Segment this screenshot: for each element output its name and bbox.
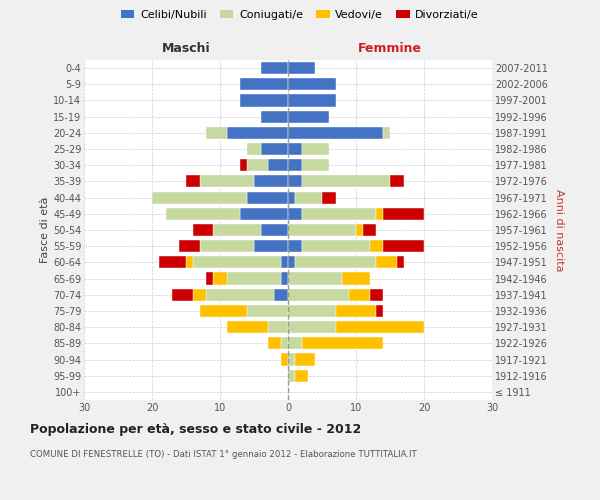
Bar xyxy=(383,208,424,220)
Bar xyxy=(288,288,349,301)
Bar xyxy=(227,272,281,284)
Bar xyxy=(241,78,288,90)
Bar xyxy=(376,208,383,220)
Bar xyxy=(241,208,288,220)
Bar xyxy=(383,127,390,139)
Bar xyxy=(295,370,308,382)
Bar xyxy=(376,305,383,317)
Bar xyxy=(288,159,302,172)
Bar xyxy=(288,78,335,90)
Bar xyxy=(241,159,247,172)
Bar xyxy=(288,321,335,333)
Bar xyxy=(288,370,295,382)
Bar xyxy=(213,224,261,236)
Bar xyxy=(343,272,370,284)
Bar xyxy=(213,272,227,284)
Bar xyxy=(370,288,383,301)
Bar xyxy=(288,110,329,122)
Bar xyxy=(302,338,383,349)
Bar xyxy=(193,288,206,301)
Bar xyxy=(227,321,268,333)
Bar xyxy=(200,176,254,188)
Bar xyxy=(302,143,329,155)
Bar xyxy=(254,240,288,252)
Bar xyxy=(349,288,370,301)
Bar xyxy=(288,354,295,366)
Bar xyxy=(152,192,247,203)
Bar xyxy=(335,305,376,317)
Bar xyxy=(241,94,288,106)
Bar xyxy=(206,288,274,301)
Bar xyxy=(254,176,288,188)
Text: Maschi: Maschi xyxy=(161,42,211,55)
Bar xyxy=(370,240,383,252)
Text: Femmine: Femmine xyxy=(358,42,422,55)
Bar xyxy=(288,127,383,139)
Bar xyxy=(356,224,363,236)
Bar xyxy=(274,288,288,301)
Bar xyxy=(281,338,288,349)
Bar xyxy=(172,288,193,301)
Bar xyxy=(288,338,302,349)
Bar xyxy=(295,256,376,268)
Bar xyxy=(247,159,268,172)
Bar xyxy=(302,208,376,220)
Bar xyxy=(322,192,335,203)
Bar xyxy=(295,192,322,203)
Bar xyxy=(268,338,281,349)
Bar xyxy=(200,240,254,252)
Bar xyxy=(193,224,213,236)
Bar xyxy=(288,256,295,268)
Bar xyxy=(288,62,315,74)
Text: Popolazione per età, sesso e stato civile - 2012: Popolazione per età, sesso e stato civil… xyxy=(30,422,361,436)
Bar xyxy=(261,110,288,122)
Bar xyxy=(302,176,390,188)
Bar xyxy=(383,240,424,252)
Y-axis label: Fasce di età: Fasce di età xyxy=(40,197,50,263)
Bar xyxy=(186,256,193,268)
Bar xyxy=(206,127,227,139)
Bar xyxy=(288,192,295,203)
Bar xyxy=(288,240,302,252)
Bar xyxy=(397,256,404,268)
Bar xyxy=(247,143,261,155)
Bar xyxy=(288,143,302,155)
Bar xyxy=(247,192,288,203)
Bar xyxy=(288,94,335,106)
Bar xyxy=(288,272,343,284)
Bar xyxy=(390,176,404,188)
Bar xyxy=(186,176,200,188)
Bar xyxy=(193,256,281,268)
Bar xyxy=(268,321,288,333)
Bar xyxy=(363,224,376,236)
Bar xyxy=(302,240,370,252)
Bar xyxy=(288,305,335,317)
Text: COMUNE DI FENESTRELLE (TO) - Dati ISTAT 1° gennaio 2012 - Elaborazione TUTTITALI: COMUNE DI FENESTRELLE (TO) - Dati ISTAT … xyxy=(30,450,417,459)
Bar xyxy=(288,176,302,188)
Bar xyxy=(281,354,288,366)
Bar xyxy=(206,272,213,284)
Bar xyxy=(261,143,288,155)
Bar xyxy=(302,159,329,172)
Bar xyxy=(335,321,424,333)
Bar xyxy=(261,224,288,236)
Y-axis label: Anni di nascita: Anni di nascita xyxy=(554,188,565,271)
Bar xyxy=(281,272,288,284)
Bar xyxy=(227,127,288,139)
Bar xyxy=(268,159,288,172)
Bar xyxy=(261,62,288,74)
Bar xyxy=(288,224,356,236)
Bar xyxy=(166,208,241,220)
Bar xyxy=(159,256,186,268)
Bar xyxy=(179,240,200,252)
Legend: Celibi/Nubili, Coniugati/e, Vedovi/e, Divorziati/e: Celibi/Nubili, Coniugati/e, Vedovi/e, Di… xyxy=(117,6,483,25)
Bar xyxy=(281,256,288,268)
Bar xyxy=(376,256,397,268)
Bar xyxy=(288,208,302,220)
Bar xyxy=(200,305,247,317)
Bar xyxy=(247,305,288,317)
Bar xyxy=(295,354,315,366)
